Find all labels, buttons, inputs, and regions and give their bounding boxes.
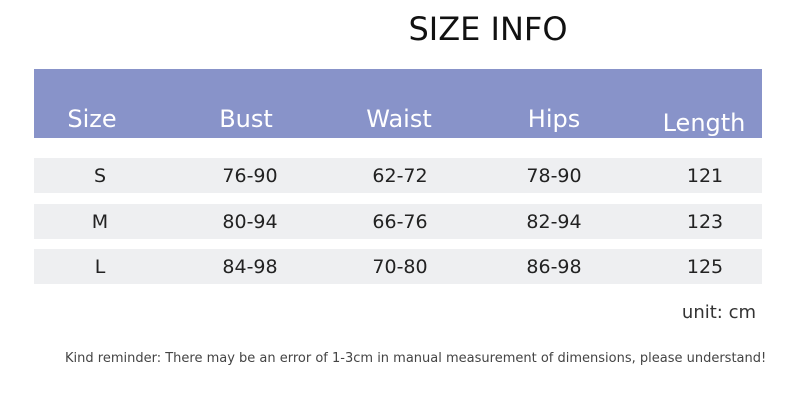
reminder-note: Kind reminder: There may be an error of … xyxy=(65,351,767,366)
cell-length: 125 xyxy=(686,256,724,278)
unit-label: unit: cm xyxy=(681,302,756,323)
cell-size: S xyxy=(93,165,107,187)
cell-hips: 86-98 xyxy=(526,256,582,278)
column-header-waist: Waist xyxy=(366,105,432,133)
cell-waist: 66-76 xyxy=(372,211,428,233)
column-header-bust: Bust xyxy=(219,105,273,133)
cell-waist: 62-72 xyxy=(372,165,428,187)
cell-bust: 76-90 xyxy=(222,165,278,187)
page-title: SIZE INFO xyxy=(408,10,568,48)
cell-hips: 78-90 xyxy=(526,165,582,187)
cell-bust: 80-94 xyxy=(222,211,278,233)
column-header-size: Size xyxy=(67,105,117,133)
table-header: Size Bust Waist Hips Length xyxy=(34,69,762,138)
table-row: S 76-90 62-72 78-90 121 xyxy=(34,158,762,193)
cell-size: L xyxy=(94,256,106,278)
column-header-hips: Hips xyxy=(527,105,581,133)
cell-length: 121 xyxy=(686,165,724,187)
cell-hips: 82-94 xyxy=(526,211,582,233)
table-row: M 80-94 66-76 82-94 123 xyxy=(34,204,762,239)
table-row: L 84-98 70-80 86-98 125 xyxy=(34,249,762,284)
column-header-length: Length xyxy=(662,109,746,137)
cell-size: M xyxy=(91,211,109,233)
cell-bust: 84-98 xyxy=(222,256,278,278)
cell-waist: 70-80 xyxy=(372,256,428,278)
cell-length: 123 xyxy=(686,211,724,233)
